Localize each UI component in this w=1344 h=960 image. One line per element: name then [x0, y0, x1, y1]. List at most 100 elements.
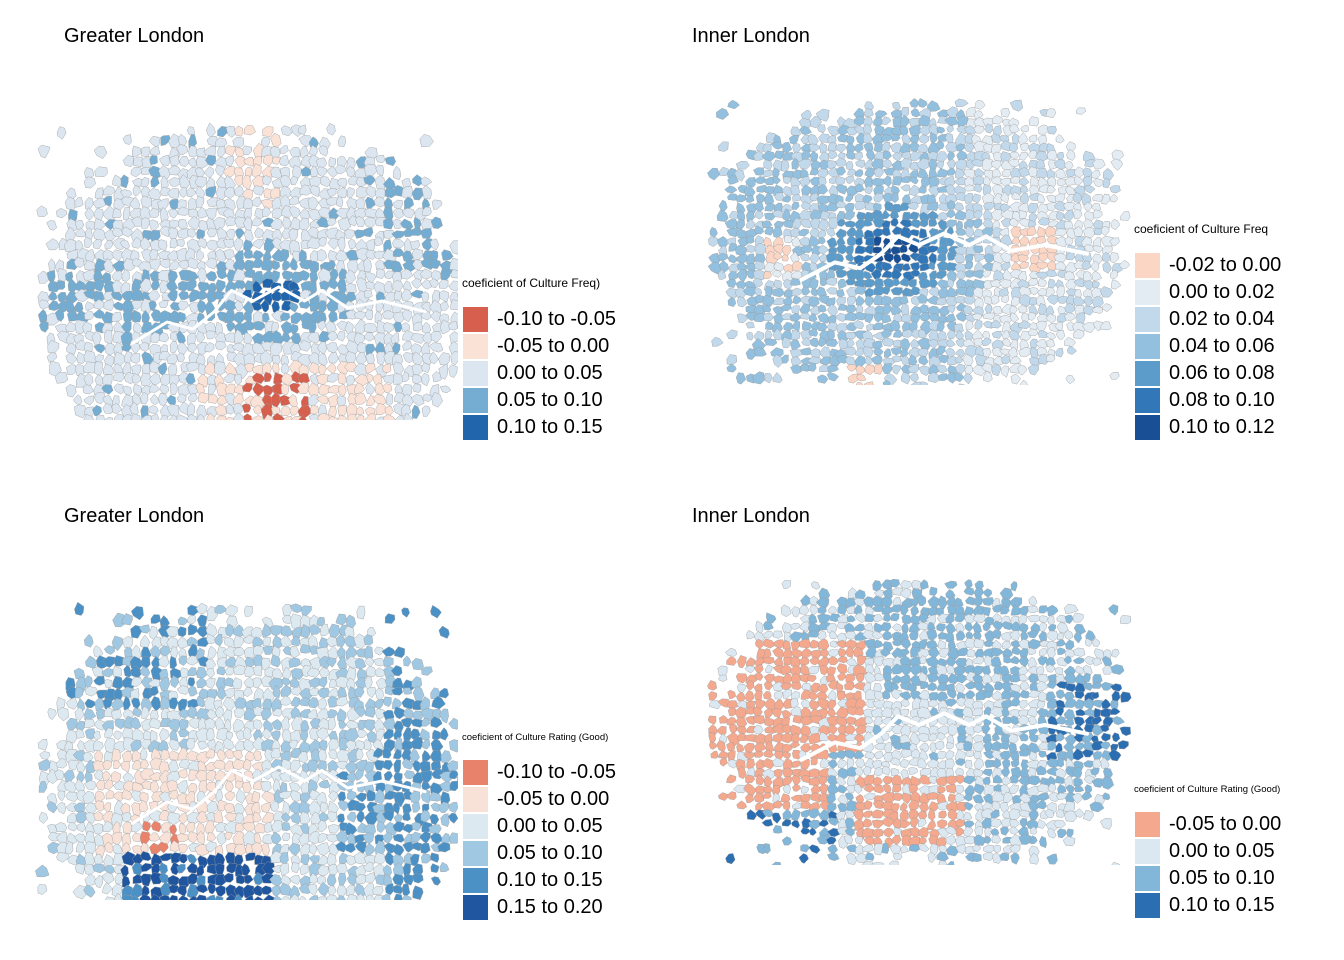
ward-area [328, 415, 339, 420]
ward-area [384, 406, 394, 417]
ward-area [854, 193, 865, 203]
ward-area [862, 217, 873, 227]
ward-area [383, 196, 394, 209]
ward-area [835, 706, 849, 719]
ward-area [891, 834, 902, 845]
ward-area [929, 843, 939, 856]
map-legend: coeficient of Culture Freq) -0.10 to -0.… [462, 276, 616, 441]
ward-area [809, 639, 820, 649]
ward-area [432, 371, 442, 383]
ward-area [717, 141, 729, 152]
ward-area [1009, 818, 1020, 829]
ward-area [179, 174, 191, 189]
ward-area [819, 664, 829, 676]
ward-area [317, 881, 330, 897]
ward-area [281, 821, 291, 832]
ward-area [281, 758, 294, 771]
ward-area [401, 758, 415, 770]
ward-area [272, 708, 283, 717]
ward-area [983, 783, 996, 796]
ward-area [937, 750, 949, 760]
ward-area [901, 176, 913, 184]
ward-area [149, 393, 160, 406]
ward-area [1053, 200, 1066, 212]
ward-area [1047, 827, 1057, 839]
ward-area [982, 690, 994, 699]
ward-area [817, 168, 829, 179]
ward-area [243, 156, 255, 167]
ward-area [809, 792, 823, 803]
ward-area [1017, 320, 1032, 330]
ward-area [101, 384, 114, 395]
ward-area [820, 210, 831, 221]
ward-area [907, 364, 920, 374]
ward-area [836, 218, 847, 227]
ward-area [1045, 108, 1057, 119]
ward-area [973, 183, 983, 193]
ward-area [900, 338, 911, 351]
ward-area [808, 819, 823, 830]
ward-area [936, 691, 949, 702]
ward-area [1047, 741, 1058, 751]
ward-area [746, 235, 755, 244]
legend-swatch [462, 414, 489, 441]
ward-area [93, 740, 104, 752]
ward-area [910, 732, 921, 746]
ward-area [936, 801, 950, 810]
ward-area [855, 381, 864, 385]
ward-area [762, 305, 772, 313]
ward-area [102, 656, 116, 668]
ward-area [428, 351, 439, 365]
panel-greater-london-rating: Greater London coeficient of Culture Rat… [0, 480, 672, 960]
ward-area [791, 775, 801, 785]
ward-area [93, 299, 105, 310]
ward-area [864, 306, 878, 316]
ward-area [753, 750, 764, 758]
ward-area [1027, 799, 1039, 811]
ward-area [328, 277, 339, 290]
legend-swatch [462, 333, 489, 360]
ward-area [844, 311, 858, 322]
ward-area [892, 852, 903, 860]
ward-area [440, 750, 452, 764]
ward-area [847, 373, 859, 384]
ward-area [1000, 606, 1010, 615]
ward-area [892, 597, 902, 606]
ward-area [1056, 639, 1066, 647]
ward-area [1000, 192, 1009, 204]
ward-area [1036, 236, 1047, 244]
ward-area [347, 413, 357, 420]
ward-area [846, 364, 856, 372]
ward-area [374, 788, 385, 805]
ward-area [337, 187, 348, 199]
ward-area [205, 749, 216, 759]
ward-area [975, 689, 988, 701]
ward-area [67, 822, 78, 832]
ward-area [94, 749, 104, 763]
ward-area [828, 217, 839, 229]
ward-area [1008, 329, 1021, 341]
ward-area [710, 750, 719, 759]
legend-item: 0.05 to 0.10 [462, 840, 616, 867]
ward-area [1026, 630, 1038, 639]
ward-area [826, 666, 836, 677]
ward-area [401, 697, 416, 710]
ward-area [852, 682, 867, 691]
ward-area [243, 665, 256, 678]
ward-area [241, 403, 252, 413]
legend-label: -0.10 to -0.05 [497, 308, 616, 330]
ward-area [374, 667, 387, 677]
ward-area [1072, 612, 1084, 623]
ward-area [327, 385, 341, 394]
ward-area [773, 279, 782, 289]
ward-area [439, 385, 452, 394]
ward-area [908, 799, 920, 811]
ward-area [939, 305, 950, 317]
ward-area [365, 363, 376, 374]
ward-area [178, 718, 189, 731]
ward-area [365, 196, 377, 209]
ward-area [955, 758, 966, 767]
ward-area [918, 836, 927, 844]
ward-area [1074, 690, 1085, 699]
ward-area [819, 278, 828, 287]
